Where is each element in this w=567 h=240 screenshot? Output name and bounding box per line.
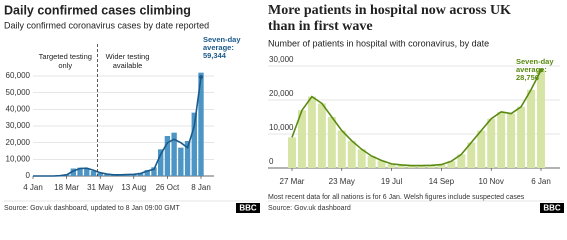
bar bbox=[307, 96, 316, 168]
logo: BBC bbox=[239, 204, 257, 213]
end-point bbox=[199, 75, 203, 80]
line bbox=[33, 76, 202, 177]
y-tick-label: 0 bbox=[269, 157, 274, 166]
annotation: Wider testing bbox=[106, 52, 150, 61]
x-tick-label: 10 Nov bbox=[479, 177, 504, 186]
bar bbox=[347, 140, 356, 168]
bar bbox=[171, 132, 177, 176]
y-tick-label: 30,000 bbox=[6, 121, 31, 130]
bar bbox=[77, 167, 83, 176]
bar bbox=[191, 112, 197, 176]
bar bbox=[397, 164, 406, 168]
bar bbox=[327, 117, 336, 168]
line bbox=[291, 69, 542, 167]
y-tick-label: 20,000 bbox=[269, 89, 294, 98]
bar bbox=[497, 111, 506, 168]
bar bbox=[104, 174, 110, 176]
average-label: Seven-day bbox=[516, 57, 554, 66]
bar bbox=[527, 89, 536, 168]
bar bbox=[427, 165, 436, 168]
y-tick-label: 40,000 bbox=[6, 104, 31, 113]
x-tick-label: 8 Jan bbox=[191, 183, 211, 192]
bar bbox=[297, 110, 306, 168]
x-tick-label: 19 Jul bbox=[381, 177, 403, 186]
bar bbox=[337, 130, 346, 168]
value-label: 28,756 bbox=[516, 73, 539, 82]
bar bbox=[198, 72, 204, 176]
bar bbox=[317, 103, 326, 168]
bar bbox=[357, 149, 366, 168]
bar bbox=[137, 172, 144, 176]
bar bbox=[97, 173, 103, 176]
page: Daily confirmed cases climbing Daily conf… bbox=[4, 3, 564, 213]
bar bbox=[288, 137, 296, 168]
y-tick-label: 50,000 bbox=[6, 88, 31, 97]
average-label: average: bbox=[516, 65, 547, 74]
logo-box bbox=[236, 203, 260, 213]
y-tick-label: 0 bbox=[26, 171, 31, 180]
bar bbox=[90, 171, 97, 176]
x-tick-label: 27 Mar bbox=[280, 177, 305, 186]
bar bbox=[437, 164, 446, 168]
bar bbox=[164, 136, 171, 176]
x-tick-label: 6 Jan bbox=[531, 177, 551, 186]
bar bbox=[377, 160, 386, 168]
x-tick-label: 4 Jan bbox=[23, 183, 43, 192]
bar bbox=[447, 161, 456, 168]
y-tick-label: 30,000 bbox=[269, 55, 294, 64]
logo-box bbox=[540, 203, 564, 213]
annotation: only bbox=[58, 61, 72, 70]
bar bbox=[70, 168, 77, 176]
average-label: Seven-day bbox=[203, 35, 241, 44]
x-tick-label: 26 Oct bbox=[156, 183, 180, 192]
bar bbox=[178, 147, 184, 176]
chart-subtitle: Number of patients in hospital with coro… bbox=[268, 38, 489, 48]
bar bbox=[151, 167, 157, 176]
bar bbox=[157, 149, 164, 176]
end-point bbox=[539, 68, 543, 73]
annotation: Targeted testing bbox=[39, 52, 92, 61]
bar bbox=[507, 113, 516, 168]
bar bbox=[184, 141, 191, 176]
chart-title: than in first wave bbox=[268, 19, 373, 34]
bar bbox=[467, 142, 476, 168]
y-tick-label: 60,000 bbox=[6, 71, 31, 80]
average-label: average: bbox=[203, 43, 234, 52]
bar bbox=[367, 156, 376, 168]
source: Source: Gov.uk dashboard bbox=[268, 205, 351, 212]
source: Source: Gov.uk dashboard, updated to 8 J… bbox=[4, 205, 180, 212]
x-tick-label: 31 May bbox=[87, 183, 113, 192]
bar bbox=[407, 165, 416, 168]
x-tick-label: 18 Mar bbox=[54, 183, 79, 192]
logo: BBC bbox=[543, 204, 561, 213]
bar bbox=[387, 163, 396, 168]
x-tick-label: 23 May bbox=[329, 177, 355, 186]
annotation: available bbox=[113, 61, 143, 70]
bar bbox=[477, 130, 486, 168]
chart-title: Daily confirmed cases climbing bbox=[4, 3, 191, 17]
bar bbox=[84, 169, 90, 176]
bar bbox=[517, 106, 526, 168]
bar bbox=[417, 165, 426, 168]
bar bbox=[144, 170, 150, 176]
bar bbox=[487, 118, 496, 168]
y-tick-label: 10,000 bbox=[269, 123, 294, 132]
note: Most recent data for all nations is for … bbox=[268, 194, 525, 201]
bar bbox=[457, 154, 466, 168]
y-tick-label: 10,000 bbox=[6, 154, 31, 163]
chart-title: More patients in hospital now across UK bbox=[268, 3, 511, 18]
value-label: 59,344 bbox=[203, 51, 227, 60]
bar bbox=[537, 70, 545, 168]
chart-subtitle: Daily confirmed coronavirus cases by dat… bbox=[4, 20, 209, 30]
x-tick-label: 13 Aug bbox=[121, 183, 146, 192]
x-tick-label: 14 Sep bbox=[429, 177, 455, 186]
y-tick-label: 20,000 bbox=[6, 138, 31, 147]
